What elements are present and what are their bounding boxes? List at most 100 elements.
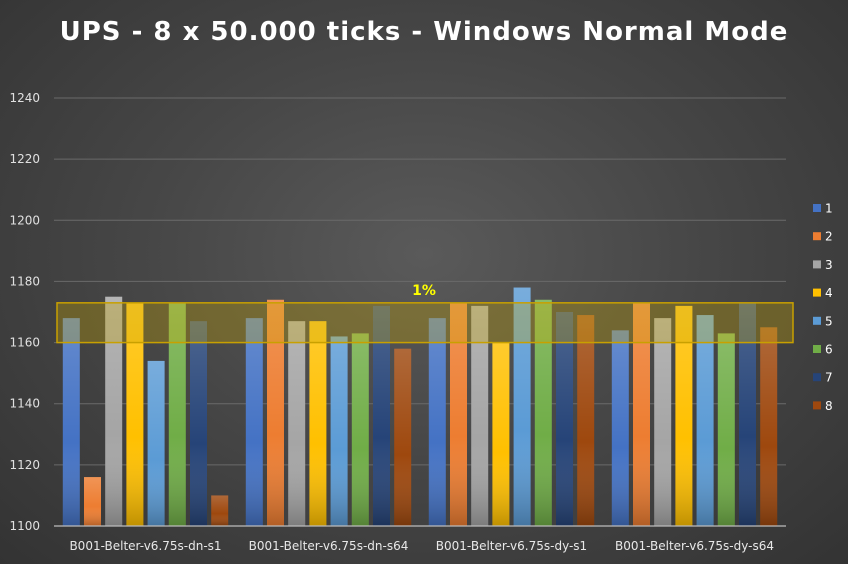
bar [309,321,327,526]
x-category-label: B001-Belter-v6.75s-dy-s1 [436,539,587,553]
bar-shade [654,318,672,526]
y-tick-label: 1220 [9,152,40,166]
bar [760,327,778,526]
y-tick-label: 1100 [9,519,40,533]
bar [556,312,573,526]
bar-shade [84,477,101,526]
bar-shade [394,348,412,526]
band-rect [56,302,794,344]
bar [394,348,412,526]
y-axis: 1100 1120 1140 1160 1180 1200 1220 1240 [9,91,40,533]
legend-swatch [813,288,821,297]
legend-swatch [813,204,821,212]
bar-shade [696,315,714,526]
bar-shade [577,315,595,526]
bar [126,302,144,526]
y-tick-label: 1200 [9,213,40,227]
x-category-label: B001-Belter-v6.75s-dn-s64 [249,539,409,553]
bar-shade [190,321,207,526]
legend-label: 2 [825,230,833,244]
bar-shade [288,321,306,526]
bar-shade [168,302,186,526]
bar [267,299,284,526]
bar-shade [450,302,467,526]
bar-shade [739,302,756,526]
bar [654,318,672,526]
bar-shade [147,360,165,526]
x-category-label: B001-Belter-v6.75s-dy-s64 [615,539,774,553]
legend-swatch [813,345,821,353]
legend-label: 7 [825,371,833,385]
bar-shade [492,342,510,526]
y-tick-label: 1140 [9,397,40,411]
y-tick-label: 1120 [9,458,40,472]
legend-label: 4 [825,286,833,300]
bar-shade [330,336,348,526]
bar-shade [62,318,80,526]
bar-shade [211,495,229,526]
chart-title: UPS - 8 x 50.000 ticks - Windows Normal … [60,17,789,47]
bar-shade [675,305,693,526]
bar [84,477,101,526]
legend-label: 8 [825,399,833,413]
legend-swatch [813,373,821,382]
bar [633,302,650,526]
bar-shade [351,333,369,526]
bar [739,302,756,526]
bar [675,305,693,526]
bar [211,495,229,526]
bar [471,305,489,526]
bar-shade [471,305,489,526]
bar [168,302,186,526]
bar [513,287,531,526]
bar [611,330,629,526]
bar-shade [717,333,735,526]
bar-shade [760,327,778,526]
bar-shade [633,302,650,526]
bar-shade [126,302,144,526]
legend: 1 2 3 4 5 6 7 8 [813,202,833,413]
legend-swatch [813,401,821,410]
bar [105,296,123,526]
y-tick-label: 1160 [9,336,40,350]
bar [696,315,714,526]
bar [62,318,80,526]
bar [147,360,165,526]
bar [492,342,510,526]
bar [373,305,390,526]
legend-swatch [813,232,821,241]
x-axis: B001-Belter-v6.75s-dn-s1 B001-Belter-v6.7… [54,525,786,553]
bar-shade [556,312,573,526]
legend-label: 5 [825,314,833,328]
y-tick-label: 1240 [9,91,40,105]
one-percent-band: 1% [56,283,794,344]
bar [717,333,735,526]
legend-swatch [813,260,821,269]
bar-shade [309,321,327,526]
bar-shade [267,299,284,526]
bar [288,321,306,526]
legend-label: 1 [825,202,833,216]
bar [450,302,467,526]
bar-shade [373,305,390,526]
bar [245,318,263,526]
bar-shade [513,287,531,526]
bar-shade [245,318,263,526]
band-label: 1% [412,283,436,299]
legend-label: 6 [825,343,833,357]
bar [351,333,369,526]
bar [428,318,446,526]
bars [62,287,778,526]
bar-shade [105,296,123,526]
bar [577,315,595,526]
legend-label: 3 [825,258,833,272]
bar-shade [428,318,446,526]
legend-swatch [813,316,821,325]
bar-shade [611,330,629,526]
x-category-label: B001-Belter-v6.75s-dn-s1 [69,539,221,553]
bar [190,321,207,526]
y-tick-label: 1180 [9,274,40,288]
bar-shade [534,299,552,526]
bar [534,299,552,526]
